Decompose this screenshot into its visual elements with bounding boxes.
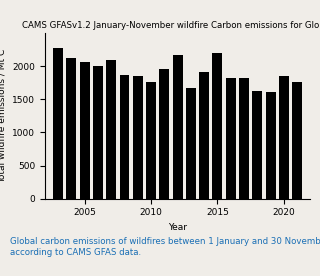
Bar [186,88,196,199]
Title: CAMS GFASv1.2 January-November wildfire Carbon emissions for Global: CAMS GFASv1.2 January-November wildfire … [22,21,320,30]
Bar [239,78,249,199]
Bar [93,66,103,199]
X-axis label: Year: Year [168,223,187,232]
Text: Global carbon emissions of wildfires between 1 January and 30 November since 200: Global carbon emissions of wildfires bet… [10,237,320,257]
Bar [279,76,289,199]
Bar [80,62,90,199]
Bar [199,72,209,199]
Bar [212,53,222,199]
Bar [226,78,236,199]
Bar [53,48,63,199]
Bar [106,60,116,199]
Bar [119,75,130,199]
Bar [172,55,183,199]
Bar [133,76,143,199]
Bar [66,58,76,199]
Y-axis label: Total wildfire emissions / Mt C: Total wildfire emissions / Mt C [0,49,6,183]
Bar [292,82,302,199]
Bar [266,92,276,199]
Bar [146,82,156,199]
Bar [159,69,169,199]
Bar [252,91,262,199]
